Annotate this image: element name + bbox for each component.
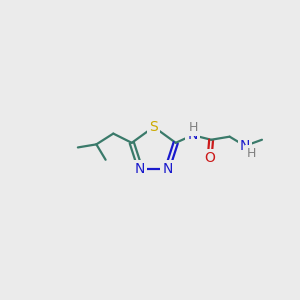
Text: H: H: [247, 147, 256, 160]
Text: N: N: [188, 128, 198, 142]
Text: O: O: [204, 151, 215, 165]
Text: N: N: [135, 162, 146, 176]
Text: N: N: [240, 139, 250, 153]
Text: N: N: [162, 162, 172, 176]
Text: H: H: [189, 121, 198, 134]
Text: S: S: [149, 120, 158, 134]
